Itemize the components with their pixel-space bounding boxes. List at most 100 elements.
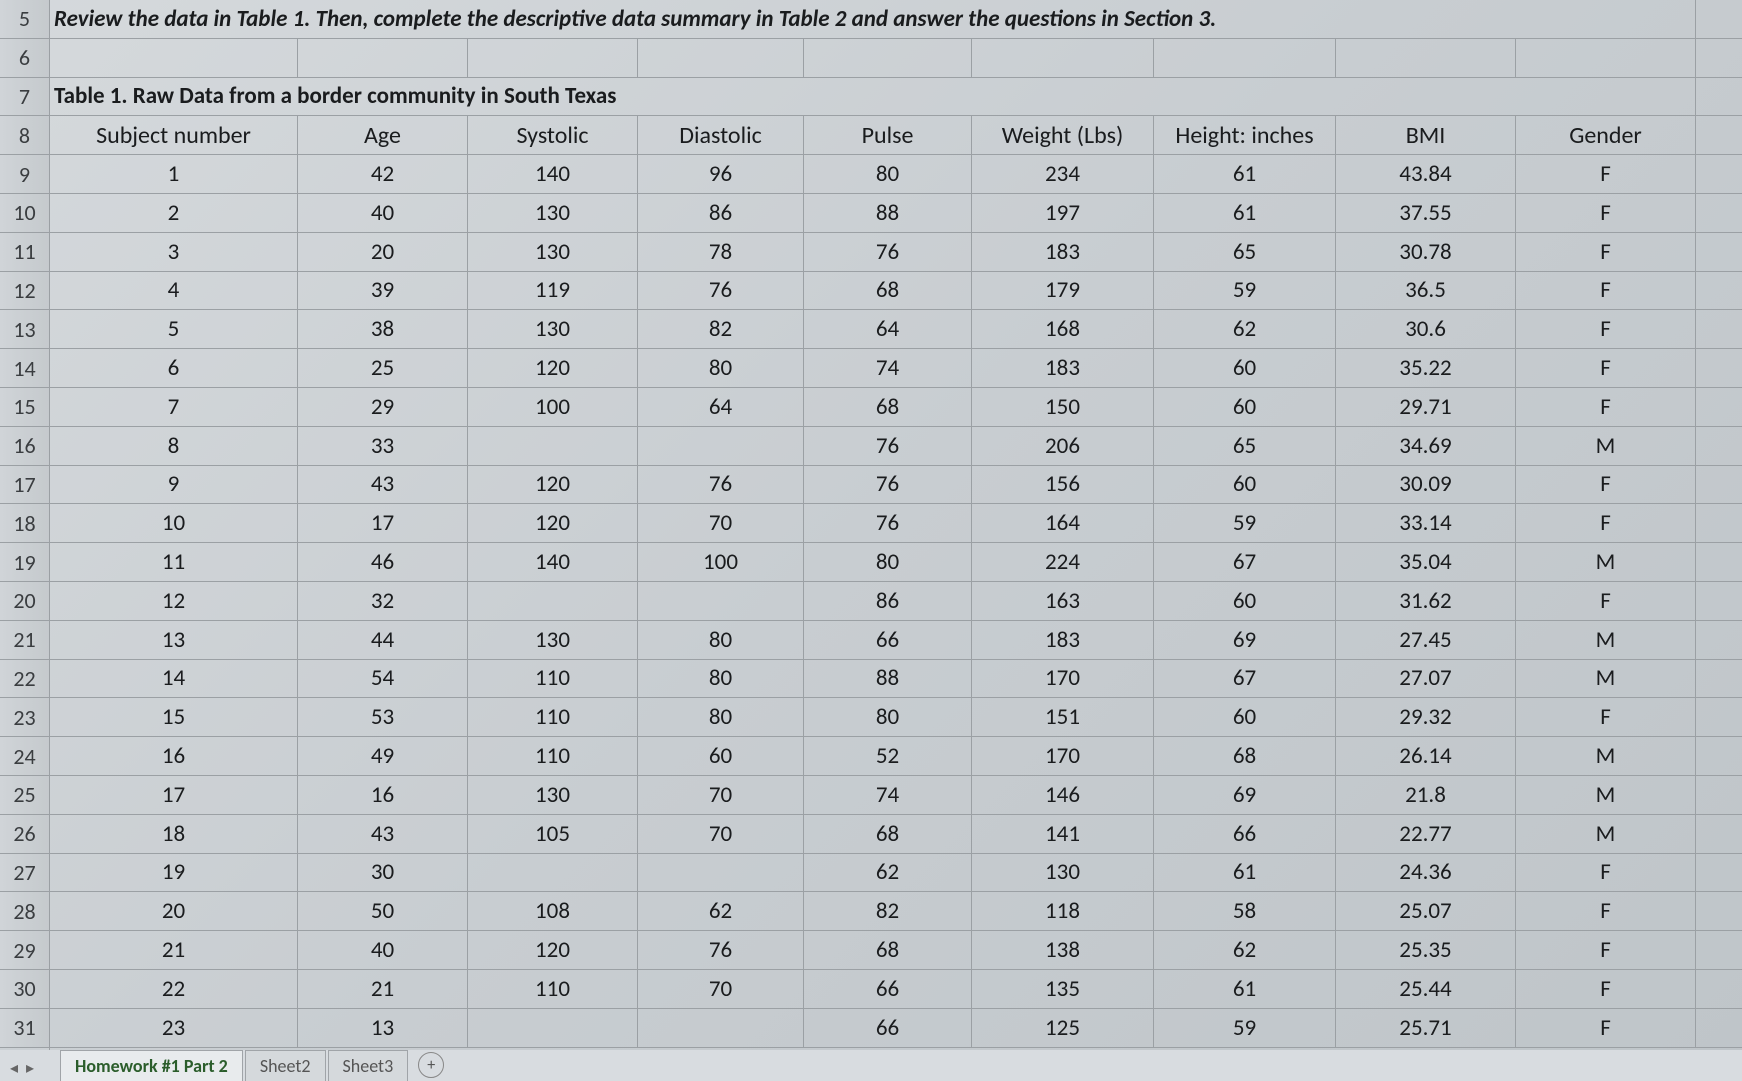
- row-header[interactable]: 29: [0, 931, 49, 970]
- data-cell[interactable]: 120: [468, 504, 638, 542]
- row-header[interactable]: 17: [0, 466, 49, 505]
- column-header[interactable]: Systolic: [468, 116, 638, 154]
- data-cell[interactable]: 156: [972, 466, 1154, 504]
- row-header[interactable]: 9: [0, 155, 49, 194]
- data-cell[interactable]: 206: [972, 427, 1154, 465]
- data-cell[interactable]: 130: [972, 854, 1154, 892]
- data-cell[interactable]: F: [1516, 1009, 1696, 1047]
- data-cell[interactable]: 110: [468, 660, 638, 698]
- data-cell[interactable]: 80: [804, 155, 972, 193]
- data-cell[interactable]: 76: [638, 466, 804, 504]
- data-cell[interactable]: 170: [972, 660, 1154, 698]
- row-header[interactable]: 11: [0, 233, 49, 272]
- data-cell[interactable]: 60: [1154, 466, 1336, 504]
- data-cell[interactable]: 22.77: [1336, 815, 1516, 853]
- data-cell[interactable]: 118: [972, 892, 1154, 930]
- data-cell[interactable]: F: [1516, 698, 1696, 736]
- row-header[interactable]: 31: [0, 1009, 49, 1048]
- row-header[interactable]: 13: [0, 310, 49, 349]
- data-cell[interactable]: 138: [972, 931, 1154, 969]
- data-cell[interactable]: 130: [468, 233, 638, 271]
- data-cell[interactable]: 130: [468, 194, 638, 232]
- data-cell[interactable]: 80: [638, 621, 804, 659]
- data-cell[interactable]: 25.35: [1336, 931, 1516, 969]
- data-cell[interactable]: 224: [972, 543, 1154, 581]
- data-cell[interactable]: 29: [298, 388, 468, 426]
- row-header[interactable]: 12: [0, 272, 49, 311]
- data-cell[interactable]: 53: [298, 698, 468, 736]
- data-cell[interactable]: 33: [298, 427, 468, 465]
- data-cell[interactable]: 70: [638, 504, 804, 542]
- data-cell[interactable]: 25.44: [1336, 970, 1516, 1008]
- data-cell[interactable]: 25.71: [1336, 1009, 1516, 1047]
- data-cell[interactable]: 69: [1154, 776, 1336, 814]
- data-cell[interactable]: 14: [50, 660, 298, 698]
- row-header[interactable]: 14: [0, 349, 49, 388]
- empty-cell[interactable]: [1336, 39, 1516, 77]
- data-cell[interactable]: [468, 854, 638, 892]
- data-cell[interactable]: F: [1516, 194, 1696, 232]
- empty-cell[interactable]: [468, 39, 638, 77]
- data-cell[interactable]: 46: [298, 543, 468, 581]
- column-header[interactable]: Pulse: [804, 116, 972, 154]
- row-header[interactable]: 6: [0, 39, 49, 78]
- data-cell[interactable]: 40: [298, 931, 468, 969]
- data-cell[interactable]: 60: [1154, 582, 1336, 620]
- data-cell[interactable]: 32: [298, 582, 468, 620]
- data-cell[interactable]: 20: [50, 892, 298, 930]
- data-cell[interactable]: 59: [1154, 504, 1336, 542]
- data-cell[interactable]: 60: [1154, 388, 1336, 426]
- data-cell[interactable]: [638, 582, 804, 620]
- data-cell[interactable]: 34.69: [1336, 427, 1516, 465]
- data-cell[interactable]: 20: [298, 233, 468, 271]
- row-header[interactable]: 20: [0, 582, 49, 621]
- data-cell[interactable]: 59: [1154, 272, 1336, 310]
- data-cell[interactable]: 70: [638, 815, 804, 853]
- empty-cell[interactable]: [1516, 39, 1696, 77]
- nav-prev-icon[interactable]: ▸: [26, 1058, 34, 1078]
- data-cell[interactable]: 37.55: [1336, 194, 1516, 232]
- data-cell[interactable]: 88: [804, 660, 972, 698]
- data-cell[interactable]: 59: [1154, 1009, 1336, 1047]
- nav-first-icon[interactable]: ◂: [10, 1058, 18, 1078]
- data-cell[interactable]: F: [1516, 504, 1696, 542]
- data-cell[interactable]: M: [1516, 621, 1696, 659]
- data-cell[interactable]: 65: [1154, 427, 1336, 465]
- data-cell[interactable]: 76: [804, 233, 972, 271]
- data-cell[interactable]: 21.8: [1336, 776, 1516, 814]
- data-cell[interactable]: 15: [50, 698, 298, 736]
- data-cell[interactable]: 43.84: [1336, 155, 1516, 193]
- data-cell[interactable]: 108: [468, 892, 638, 930]
- row-header[interactable]: 16: [0, 427, 49, 466]
- data-cell[interactable]: 11: [50, 543, 298, 581]
- data-cell[interactable]: 27.07: [1336, 660, 1516, 698]
- data-cell[interactable]: 21: [50, 931, 298, 969]
- data-cell[interactable]: 29.32: [1336, 698, 1516, 736]
- column-header[interactable]: Weight (Lbs): [972, 116, 1154, 154]
- data-cell[interactable]: 6: [50, 349, 298, 387]
- data-cell[interactable]: 120: [468, 466, 638, 504]
- data-cell[interactable]: 164: [972, 504, 1154, 542]
- data-cell[interactable]: 110: [468, 970, 638, 1008]
- data-cell[interactable]: F: [1516, 582, 1696, 620]
- empty-cell[interactable]: [638, 39, 804, 77]
- row-header[interactable]: 30: [0, 970, 49, 1009]
- empty-cell[interactable]: [50, 39, 298, 77]
- data-cell[interactable]: M: [1516, 737, 1696, 775]
- column-header[interactable]: Gender: [1516, 116, 1696, 154]
- data-cell[interactable]: 18: [50, 815, 298, 853]
- data-cell[interactable]: M: [1516, 543, 1696, 581]
- data-cell[interactable]: 74: [804, 776, 972, 814]
- data-cell[interactable]: 9: [50, 466, 298, 504]
- tab-active[interactable]: Homework #1 Part 2: [60, 1050, 243, 1081]
- row-header[interactable]: 15: [0, 388, 49, 427]
- data-cell[interactable]: F: [1516, 349, 1696, 387]
- data-cell[interactable]: 68: [804, 815, 972, 853]
- data-cell[interactable]: 61: [1154, 854, 1336, 892]
- data-cell[interactable]: 130: [468, 310, 638, 348]
- data-cell[interactable]: F: [1516, 310, 1696, 348]
- data-cell[interactable]: 86: [804, 582, 972, 620]
- data-cell[interactable]: [638, 1009, 804, 1047]
- data-cell[interactable]: 58: [1154, 892, 1336, 930]
- data-cell[interactable]: 110: [468, 698, 638, 736]
